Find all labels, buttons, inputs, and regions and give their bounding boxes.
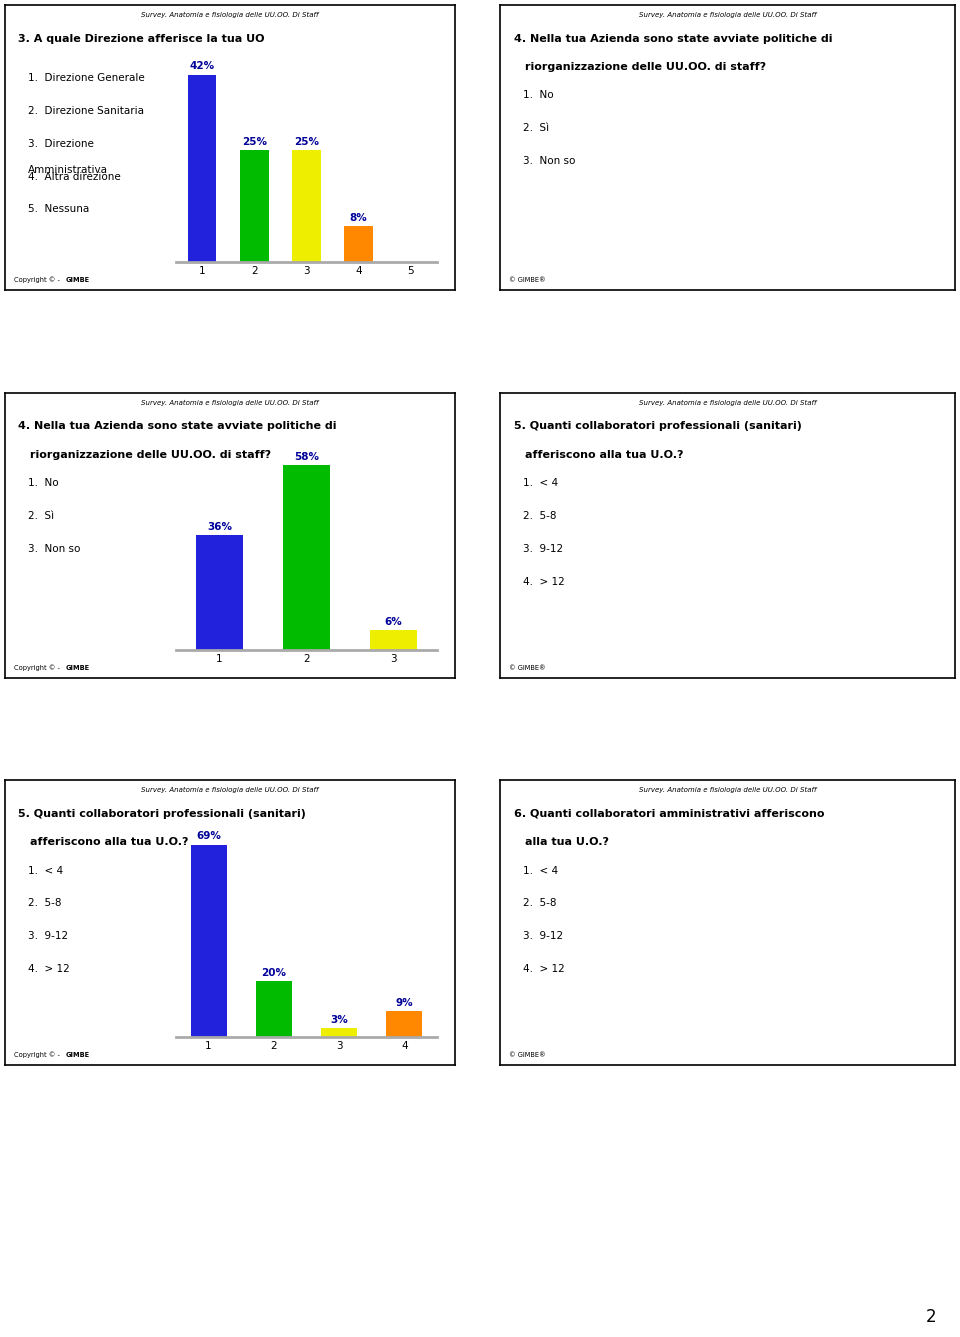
Text: Survey. Anatomia e fisiologia delle UU.OO. Di Staff: Survey. Anatomia e fisiologia delle UU.O…	[141, 12, 319, 19]
Text: 69%: 69%	[196, 832, 221, 841]
Text: 6%: 6%	[385, 618, 402, 627]
Text: 9%: 9%	[396, 999, 413, 1008]
Text: 25%: 25%	[242, 136, 267, 147]
Text: © GIMBE®: © GIMBE®	[509, 1052, 545, 1058]
Text: afferiscono alla tua U.O.?: afferiscono alla tua U.O.?	[30, 837, 188, 848]
Bar	[240, 150, 269, 262]
Text: 2.  5-8: 2. 5-8	[523, 511, 556, 521]
Text: riorganizzazione delle UU.OO. di staff?: riorganizzazione delle UU.OO. di staff?	[30, 451, 271, 460]
Text: riorganizzazione delle UU.OO. di staff?: riorganizzazione delle UU.OO. di staff?	[525, 62, 766, 72]
Text: 2.  Sì: 2. Sì	[28, 511, 54, 521]
Text: Survey. Anatomia e fisiologia delle UU.OO. Di Staff: Survey. Anatomia e fisiologia delle UU.O…	[141, 787, 319, 793]
Bar	[256, 981, 292, 1036]
Text: 3.  Non so: 3. Non so	[28, 544, 80, 554]
Text: afferiscono alla tua U.O.?: afferiscono alla tua U.O.?	[525, 451, 684, 460]
Bar	[322, 1028, 357, 1036]
Bar	[345, 226, 373, 262]
Text: 4.  > 12: 4. > 12	[523, 576, 564, 587]
Bar	[188, 75, 216, 262]
Text: 1.  < 4: 1. < 4	[523, 865, 558, 876]
Text: 1.  No: 1. No	[28, 479, 59, 488]
Text: © GIMBE®: © GIMBE®	[509, 277, 545, 283]
Text: Survey. Anatomia e fisiologia delle UU.OO. Di Staff: Survey. Anatomia e fisiologia delle UU.O…	[638, 787, 816, 793]
Text: Survey. Anatomia e fisiologia delle UU.OO. Di Staff: Survey. Anatomia e fisiologia delle UU.O…	[638, 12, 816, 19]
Text: 3.  Direzione: 3. Direzione	[28, 139, 93, 148]
Text: 5. Quanti collaboratori professionali (sanitari): 5. Quanti collaboratori professionali (s…	[18, 809, 306, 818]
Text: 58%: 58%	[294, 452, 319, 463]
Text: 20%: 20%	[261, 968, 286, 977]
Text: GIMBE: GIMBE	[65, 664, 90, 671]
Bar	[292, 150, 321, 262]
Text: GIMBE: GIMBE	[65, 277, 90, 283]
Text: 3.  9-12: 3. 9-12	[28, 931, 67, 941]
Bar	[387, 1012, 422, 1036]
Text: Copyright © -: Copyright © -	[14, 664, 62, 671]
Text: 4. Nella tua Azienda sono state avviate politiche di: 4. Nella tua Azienda sono state avviate …	[514, 33, 832, 44]
Text: 1.  < 4: 1. < 4	[28, 865, 62, 876]
Text: 42%: 42%	[189, 62, 215, 71]
Bar	[196, 535, 244, 650]
Text: 2.  Sì: 2. Sì	[523, 123, 549, 134]
Text: © GIMBE®: © GIMBE®	[509, 664, 545, 671]
Text: 5. Quanti collaboratori professionali (sanitari): 5. Quanti collaboratori professionali (s…	[514, 421, 802, 432]
Text: 3.  Non so: 3. Non so	[523, 156, 575, 166]
Text: 36%: 36%	[207, 521, 232, 532]
Bar	[282, 465, 330, 650]
Text: 8%: 8%	[349, 213, 368, 222]
Bar	[191, 845, 227, 1036]
Text: Survey. Anatomia e fisiologia delle UU.OO. Di Staff: Survey. Anatomia e fisiologia delle UU.O…	[141, 400, 319, 406]
Text: 2: 2	[925, 1309, 936, 1326]
Text: 1.  No: 1. No	[523, 91, 553, 100]
Text: 3.  9-12: 3. 9-12	[523, 544, 563, 554]
Text: alla tua U.O.?: alla tua U.O.?	[525, 837, 609, 848]
Text: 2.  Direzione Sanitaria: 2. Direzione Sanitaria	[28, 106, 143, 116]
Text: 3.  9-12: 3. 9-12	[523, 931, 563, 941]
Text: 4. Nella tua Azienda sono state avviate politiche di: 4. Nella tua Azienda sono state avviate …	[18, 421, 337, 432]
Text: 4.  > 12: 4. > 12	[523, 964, 564, 973]
Text: 3%: 3%	[330, 1015, 348, 1025]
Text: Amministrativa: Amministrativa	[28, 164, 108, 175]
Text: 2.  5-8: 2. 5-8	[28, 898, 61, 908]
Text: 2.  5-8: 2. 5-8	[523, 898, 556, 908]
Text: Copyright © -: Copyright © -	[14, 277, 62, 283]
Text: 1.  < 4: 1. < 4	[523, 479, 558, 488]
Text: 4.  > 12: 4. > 12	[28, 964, 69, 973]
Text: 6. Quanti collaboratori amministrativi afferiscono: 6. Quanti collaboratori amministrativi a…	[514, 809, 824, 818]
Text: 3. A quale Direzione afferisce la tua UO: 3. A quale Direzione afferisce la tua UO	[18, 33, 265, 44]
Text: Copyright © -: Copyright © -	[14, 1051, 62, 1058]
Text: 25%: 25%	[294, 136, 319, 147]
Text: 5.  Nessuna: 5. Nessuna	[28, 205, 88, 214]
Bar	[370, 631, 418, 650]
Text: GIMBE: GIMBE	[65, 1052, 90, 1058]
Text: 1.  Direzione Generale: 1. Direzione Generale	[28, 74, 144, 83]
Text: Survey. Anatomia e fisiologia delle UU.OO. Di Staff: Survey. Anatomia e fisiologia delle UU.O…	[638, 400, 816, 406]
Text: 4.  Altra direzione: 4. Altra direzione	[28, 171, 120, 182]
